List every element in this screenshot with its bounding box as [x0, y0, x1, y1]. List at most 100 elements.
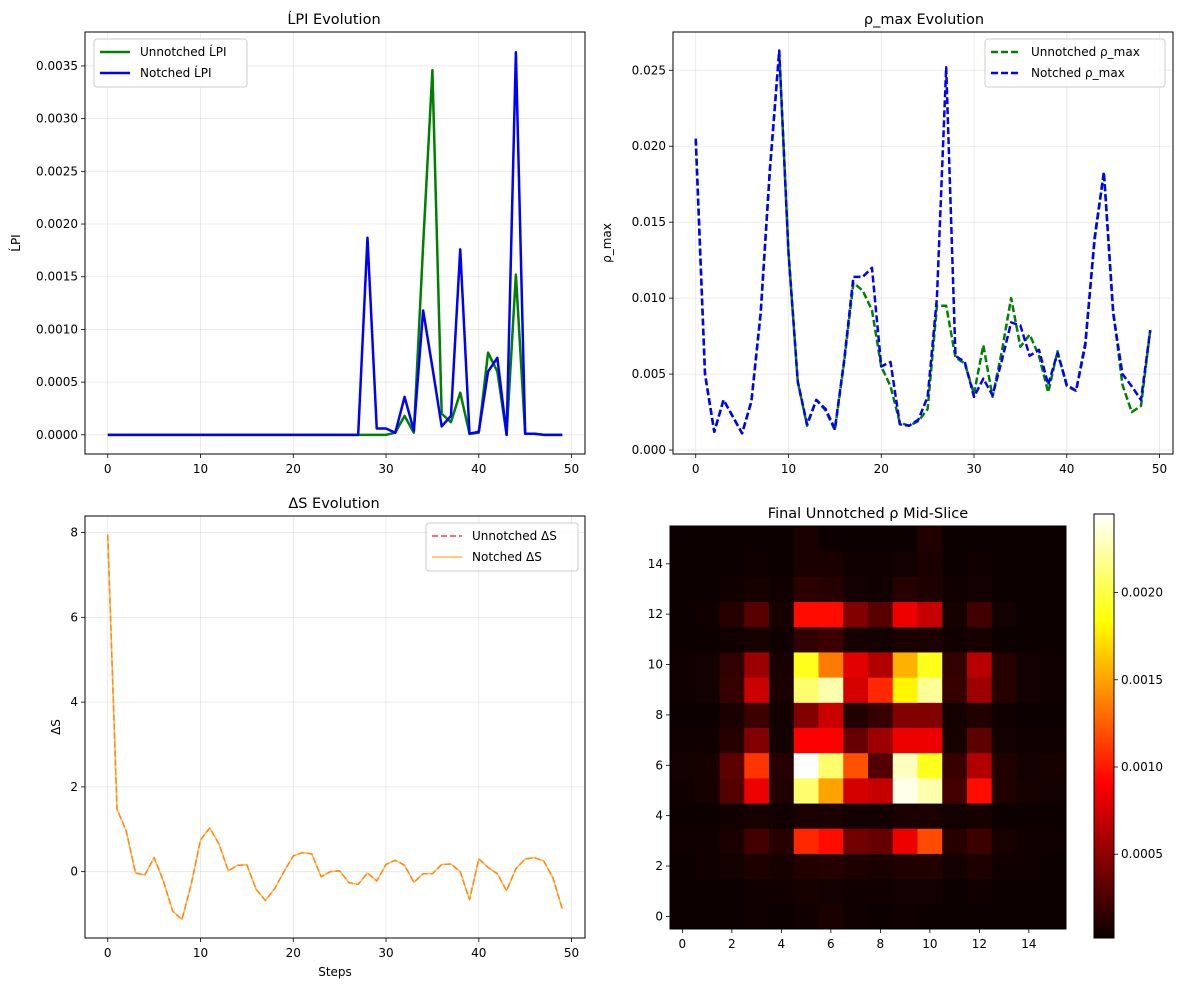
y-tick-label: 0.025 — [632, 63, 666, 77]
y-tick-label: 0.005 — [632, 367, 666, 381]
heatmap-cell — [843, 576, 869, 603]
x-tick-label: 0 — [104, 946, 112, 960]
heatmap-cell — [793, 702, 819, 728]
y-tick-label: 0 — [655, 909, 663, 923]
x-tick-label: 20 — [286, 946, 301, 960]
y-tick-label: 0.0025 — [36, 164, 78, 178]
heatmap-cell — [769, 551, 795, 577]
series-line-notched — [694, 49, 1152, 435]
heatmap-cell — [917, 601, 943, 628]
heatmap-cell — [719, 551, 745, 577]
heatmap-cell — [1016, 576, 1042, 603]
heatmap-cell — [694, 576, 720, 603]
x-axis-label: Steps — [318, 965, 352, 979]
heatmap-cell — [991, 576, 1017, 603]
heatmap-cell — [843, 878, 869, 905]
heatmap-cell — [818, 702, 844, 728]
heatmap-cell — [892, 903, 918, 930]
heatmap-cell — [917, 752, 943, 779]
heatmap-cell — [1041, 903, 1067, 930]
heatmap-cell — [868, 702, 894, 728]
heatmap-cell — [1016, 727, 1042, 754]
x-tick-label: 40 — [471, 462, 486, 476]
heatmap-cell — [744, 651, 770, 678]
heatmap-cell — [769, 853, 795, 880]
heatmap-cell — [991, 626, 1017, 653]
heatmap-cell — [1016, 777, 1042, 804]
heatmap-cell — [991, 551, 1017, 577]
y-tick-label: 0.0000 — [36, 428, 78, 442]
heatmap-cell — [694, 777, 720, 804]
heatmap-cell — [744, 853, 770, 880]
colorbar-tick-label: 0.0020 — [1121, 586, 1163, 600]
heatmap-cell — [991, 853, 1017, 880]
heatmap-cell — [769, 526, 795, 552]
heatmap-cell — [991, 752, 1017, 779]
heatmap-cell — [967, 576, 993, 603]
legend-label: Unnotched ρ_max — [1031, 45, 1140, 59]
heatmap-cell — [1016, 853, 1042, 880]
heatmap-cell — [793, 752, 819, 779]
heatmap-cell — [818, 677, 844, 703]
y-tick-label: 2 — [655, 859, 663, 873]
y-tick-label: 0.0005 — [36, 375, 78, 389]
heatmap-cell — [843, 677, 869, 703]
heatmap-cell — [991, 903, 1017, 930]
heatmap-cell — [967, 526, 993, 552]
heatmap-cell — [892, 777, 918, 804]
heatmap-cell — [892, 551, 918, 577]
y-tick-label: 0.0015 — [36, 270, 78, 284]
heatmap-cell — [694, 551, 720, 577]
x-tick-label: 10 — [922, 937, 937, 951]
x-tick-label: 30 — [378, 946, 393, 960]
heatmap-cell — [769, 576, 795, 603]
heatmap-cell — [818, 651, 844, 678]
heatmap-cell — [744, 626, 770, 653]
heatmap-cell — [942, 702, 968, 728]
heatmap-cell — [744, 903, 770, 930]
heatmap-cell — [793, 853, 819, 880]
heatmap-cell — [818, 727, 844, 754]
x-tick-label: 10 — [781, 462, 796, 476]
heatmap-cell — [892, 576, 918, 603]
y-tick-label: 2 — [70, 780, 78, 794]
heatmap-cell — [719, 601, 745, 628]
heatmap-cell — [670, 752, 696, 779]
heatmap-cell — [793, 878, 819, 905]
heatmap-cell — [868, 853, 894, 880]
gridlines — [673, 32, 1173, 454]
y-tick-label: 4 — [70, 695, 78, 709]
legend-label: Notched ρ_max — [1031, 66, 1125, 80]
axes-frame — [84, 515, 586, 939]
heatmap-cell — [967, 903, 993, 930]
heatmap-cell — [843, 828, 869, 854]
heatmap-cell — [1016, 903, 1042, 930]
chart-title: Final Unnotched ρ Mid-Slice — [768, 506, 968, 522]
heatmap-cell — [793, 777, 819, 804]
heatmap-cell — [670, 828, 696, 854]
heatmap-cell — [967, 601, 993, 628]
heatmap-cell — [670, 702, 696, 728]
heatmap-cell — [769, 903, 795, 930]
heatmap-cell — [892, 752, 918, 779]
heatmap-cell — [917, 526, 943, 552]
heatmap-cell — [1016, 551, 1042, 577]
chart-title: ĹPI Evolution — [287, 10, 380, 28]
heatmap-cell — [917, 702, 943, 728]
heatmap-cell — [917, 803, 943, 829]
x-tick-label: 0 — [104, 462, 112, 476]
heatmap-cell — [818, 803, 844, 829]
y-tick-label: 10 — [648, 658, 663, 672]
heatmap-cell — [942, 803, 968, 829]
heatmap-cell — [843, 903, 869, 930]
heatmap-cell — [1016, 651, 1042, 678]
series-line-notched — [106, 534, 563, 921]
heatmap-cell — [694, 702, 720, 728]
heatmap-cell — [793, 677, 819, 703]
heatmap-cell — [793, 828, 819, 854]
plot-lines — [694, 49, 1152, 435]
heatmap-cell — [818, 777, 844, 804]
panel-heatmap: Final Unnotched ρ Mid-Slice 0 2 4 6 8 10 12 140… — [648, 506, 1163, 951]
heatmap-cell — [719, 526, 745, 552]
heatmap-cell — [670, 601, 696, 628]
